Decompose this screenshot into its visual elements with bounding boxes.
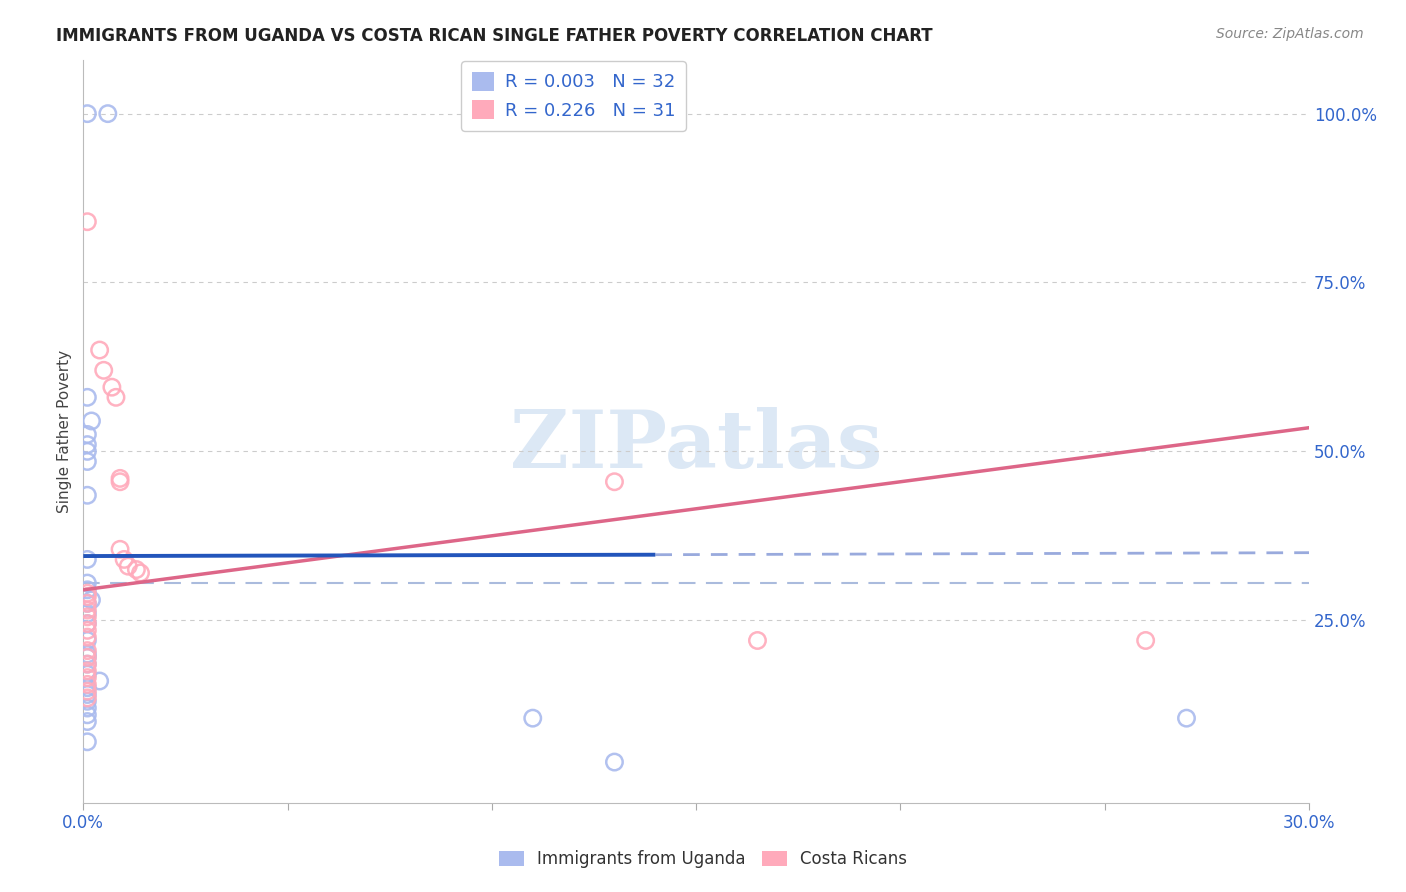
Point: [76, 714, 98, 729]
Point: [76, 552, 98, 566]
Point: [125, 563, 148, 577]
Point: [1175, 711, 1198, 725]
Point: [76, 647, 98, 661]
Point: [76, 650, 98, 665]
Point: [80, 414, 103, 428]
Point: [76, 694, 98, 708]
Point: [76, 596, 98, 610]
Point: [76, 633, 98, 648]
Point: [112, 552, 135, 566]
Point: [76, 596, 98, 610]
Point: [76, 610, 98, 624]
Point: [89, 673, 111, 688]
Point: [76, 427, 98, 442]
Point: [76, 624, 98, 638]
Point: [76, 215, 98, 229]
Text: IMMIGRANTS FROM UGANDA VS COSTA RICAN SINGLE FATHER POVERTY CORRELATION CHART: IMMIGRANTS FROM UGANDA VS COSTA RICAN SI…: [56, 27, 932, 45]
Point: [76, 684, 98, 698]
Point: [76, 657, 98, 672]
Point: [76, 690, 98, 705]
Point: [89, 343, 111, 357]
Point: [76, 707, 98, 722]
Point: [108, 471, 131, 485]
Point: [76, 586, 98, 600]
Point: [76, 576, 98, 591]
Point: [76, 650, 98, 665]
Point: [76, 390, 98, 404]
Point: [76, 664, 98, 678]
Point: [80, 593, 103, 607]
Point: [76, 667, 98, 681]
Point: [76, 607, 98, 621]
Point: [76, 590, 98, 604]
Point: [117, 559, 139, 574]
Point: [76, 582, 98, 597]
Point: [76, 657, 98, 672]
Point: [747, 633, 769, 648]
Point: [108, 542, 131, 557]
Legend: Immigrants from Uganda, Costa Ricans: Immigrants from Uganda, Costa Ricans: [492, 844, 914, 875]
Point: [76, 643, 98, 657]
Point: [76, 106, 98, 120]
Point: [522, 711, 544, 725]
Point: [1135, 633, 1157, 648]
Point: [76, 454, 98, 468]
Point: [101, 380, 124, 394]
Point: [76, 603, 98, 617]
Point: [97, 106, 120, 120]
Point: [76, 616, 98, 631]
Legend: R = 0.003   N = 32, R = 0.226   N = 31: R = 0.003 N = 32, R = 0.226 N = 31: [461, 62, 686, 130]
Text: ZIPatlas: ZIPatlas: [510, 407, 883, 485]
Point: [104, 390, 127, 404]
Point: [76, 688, 98, 702]
Point: [603, 475, 626, 489]
Point: [76, 616, 98, 631]
Point: [76, 488, 98, 502]
Point: [108, 475, 131, 489]
Point: [76, 444, 98, 458]
Point: [76, 681, 98, 695]
Y-axis label: Single Father Poverty: Single Father Poverty: [58, 350, 72, 513]
Point: [76, 735, 98, 749]
Text: Source: ZipAtlas.com: Source: ZipAtlas.com: [1216, 27, 1364, 41]
Point: [76, 671, 98, 685]
Point: [76, 437, 98, 451]
Point: [76, 677, 98, 691]
Point: [129, 566, 152, 580]
Point: [603, 755, 626, 769]
Point: [76, 630, 98, 644]
Point: [93, 363, 115, 377]
Point: [76, 701, 98, 715]
